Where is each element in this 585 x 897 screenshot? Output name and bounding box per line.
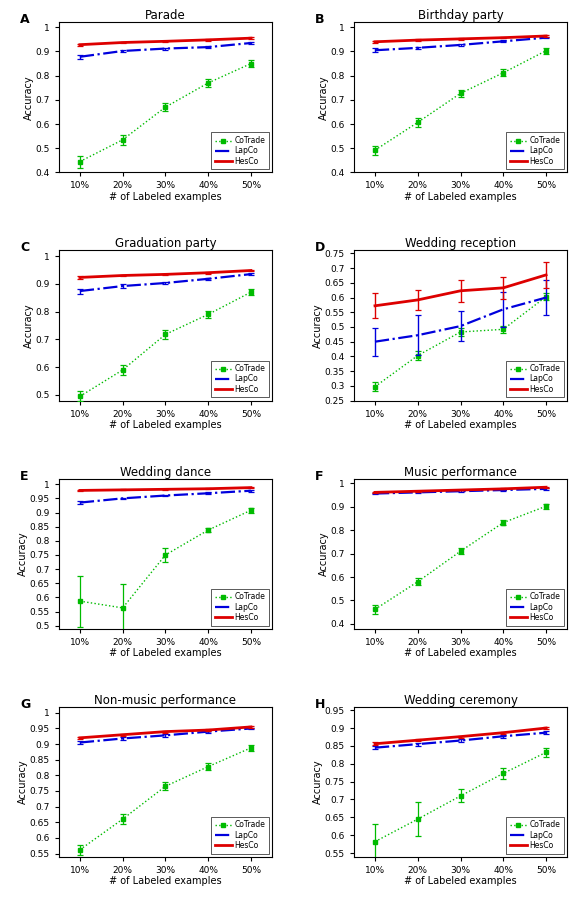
Legend: CoTrade, LapCo, HesCo: CoTrade, LapCo, HesCo	[506, 588, 565, 625]
Title: Birthday party: Birthday party	[418, 10, 504, 22]
Y-axis label: Accuracy: Accuracy	[24, 303, 34, 348]
X-axis label: # of Labeled examples: # of Labeled examples	[404, 648, 517, 658]
Text: G: G	[20, 698, 30, 710]
X-axis label: # of Labeled examples: # of Labeled examples	[404, 876, 517, 886]
Y-axis label: Accuracy: Accuracy	[18, 759, 28, 804]
X-axis label: # of Labeled examples: # of Labeled examples	[109, 876, 222, 886]
Y-axis label: Accuracy: Accuracy	[313, 303, 323, 348]
Legend: CoTrade, LapCo, HesCo: CoTrade, LapCo, HesCo	[211, 588, 269, 625]
Y-axis label: Accuracy: Accuracy	[319, 531, 329, 576]
Y-axis label: Accuracy: Accuracy	[24, 75, 34, 120]
Legend: CoTrade, LapCo, HesCo: CoTrade, LapCo, HesCo	[506, 133, 565, 170]
Y-axis label: Accuracy: Accuracy	[319, 75, 329, 120]
Text: H: H	[315, 698, 325, 710]
Title: Wedding reception: Wedding reception	[405, 238, 516, 250]
Title: Graduation party: Graduation party	[115, 238, 216, 250]
X-axis label: # of Labeled examples: # of Labeled examples	[109, 648, 222, 658]
Y-axis label: Accuracy: Accuracy	[313, 759, 323, 804]
Title: Parade: Parade	[145, 10, 186, 22]
Title: Music performance: Music performance	[404, 466, 517, 478]
X-axis label: # of Labeled examples: # of Labeled examples	[109, 420, 222, 430]
Legend: CoTrade, LapCo, HesCo: CoTrade, LapCo, HesCo	[211, 361, 269, 397]
X-axis label: # of Labeled examples: # of Labeled examples	[109, 192, 222, 202]
Text: C: C	[20, 241, 29, 255]
Title: Wedding ceremony: Wedding ceremony	[404, 693, 518, 707]
Legend: CoTrade, LapCo, HesCo: CoTrade, LapCo, HesCo	[506, 816, 565, 854]
Y-axis label: Accuracy: Accuracy	[18, 531, 28, 576]
Text: A: A	[20, 13, 30, 26]
Title: Non-music performance: Non-music performance	[94, 693, 236, 707]
Text: E: E	[20, 469, 29, 483]
Legend: CoTrade, LapCo, HesCo: CoTrade, LapCo, HesCo	[211, 133, 269, 170]
Text: B: B	[315, 13, 325, 26]
Text: D: D	[315, 241, 325, 255]
Legend: CoTrade, LapCo, HesCo: CoTrade, LapCo, HesCo	[211, 816, 269, 854]
Title: Wedding dance: Wedding dance	[120, 466, 211, 478]
X-axis label: # of Labeled examples: # of Labeled examples	[404, 420, 517, 430]
X-axis label: # of Labeled examples: # of Labeled examples	[404, 192, 517, 202]
Text: F: F	[315, 469, 324, 483]
Legend: CoTrade, LapCo, HesCo: CoTrade, LapCo, HesCo	[506, 361, 565, 397]
